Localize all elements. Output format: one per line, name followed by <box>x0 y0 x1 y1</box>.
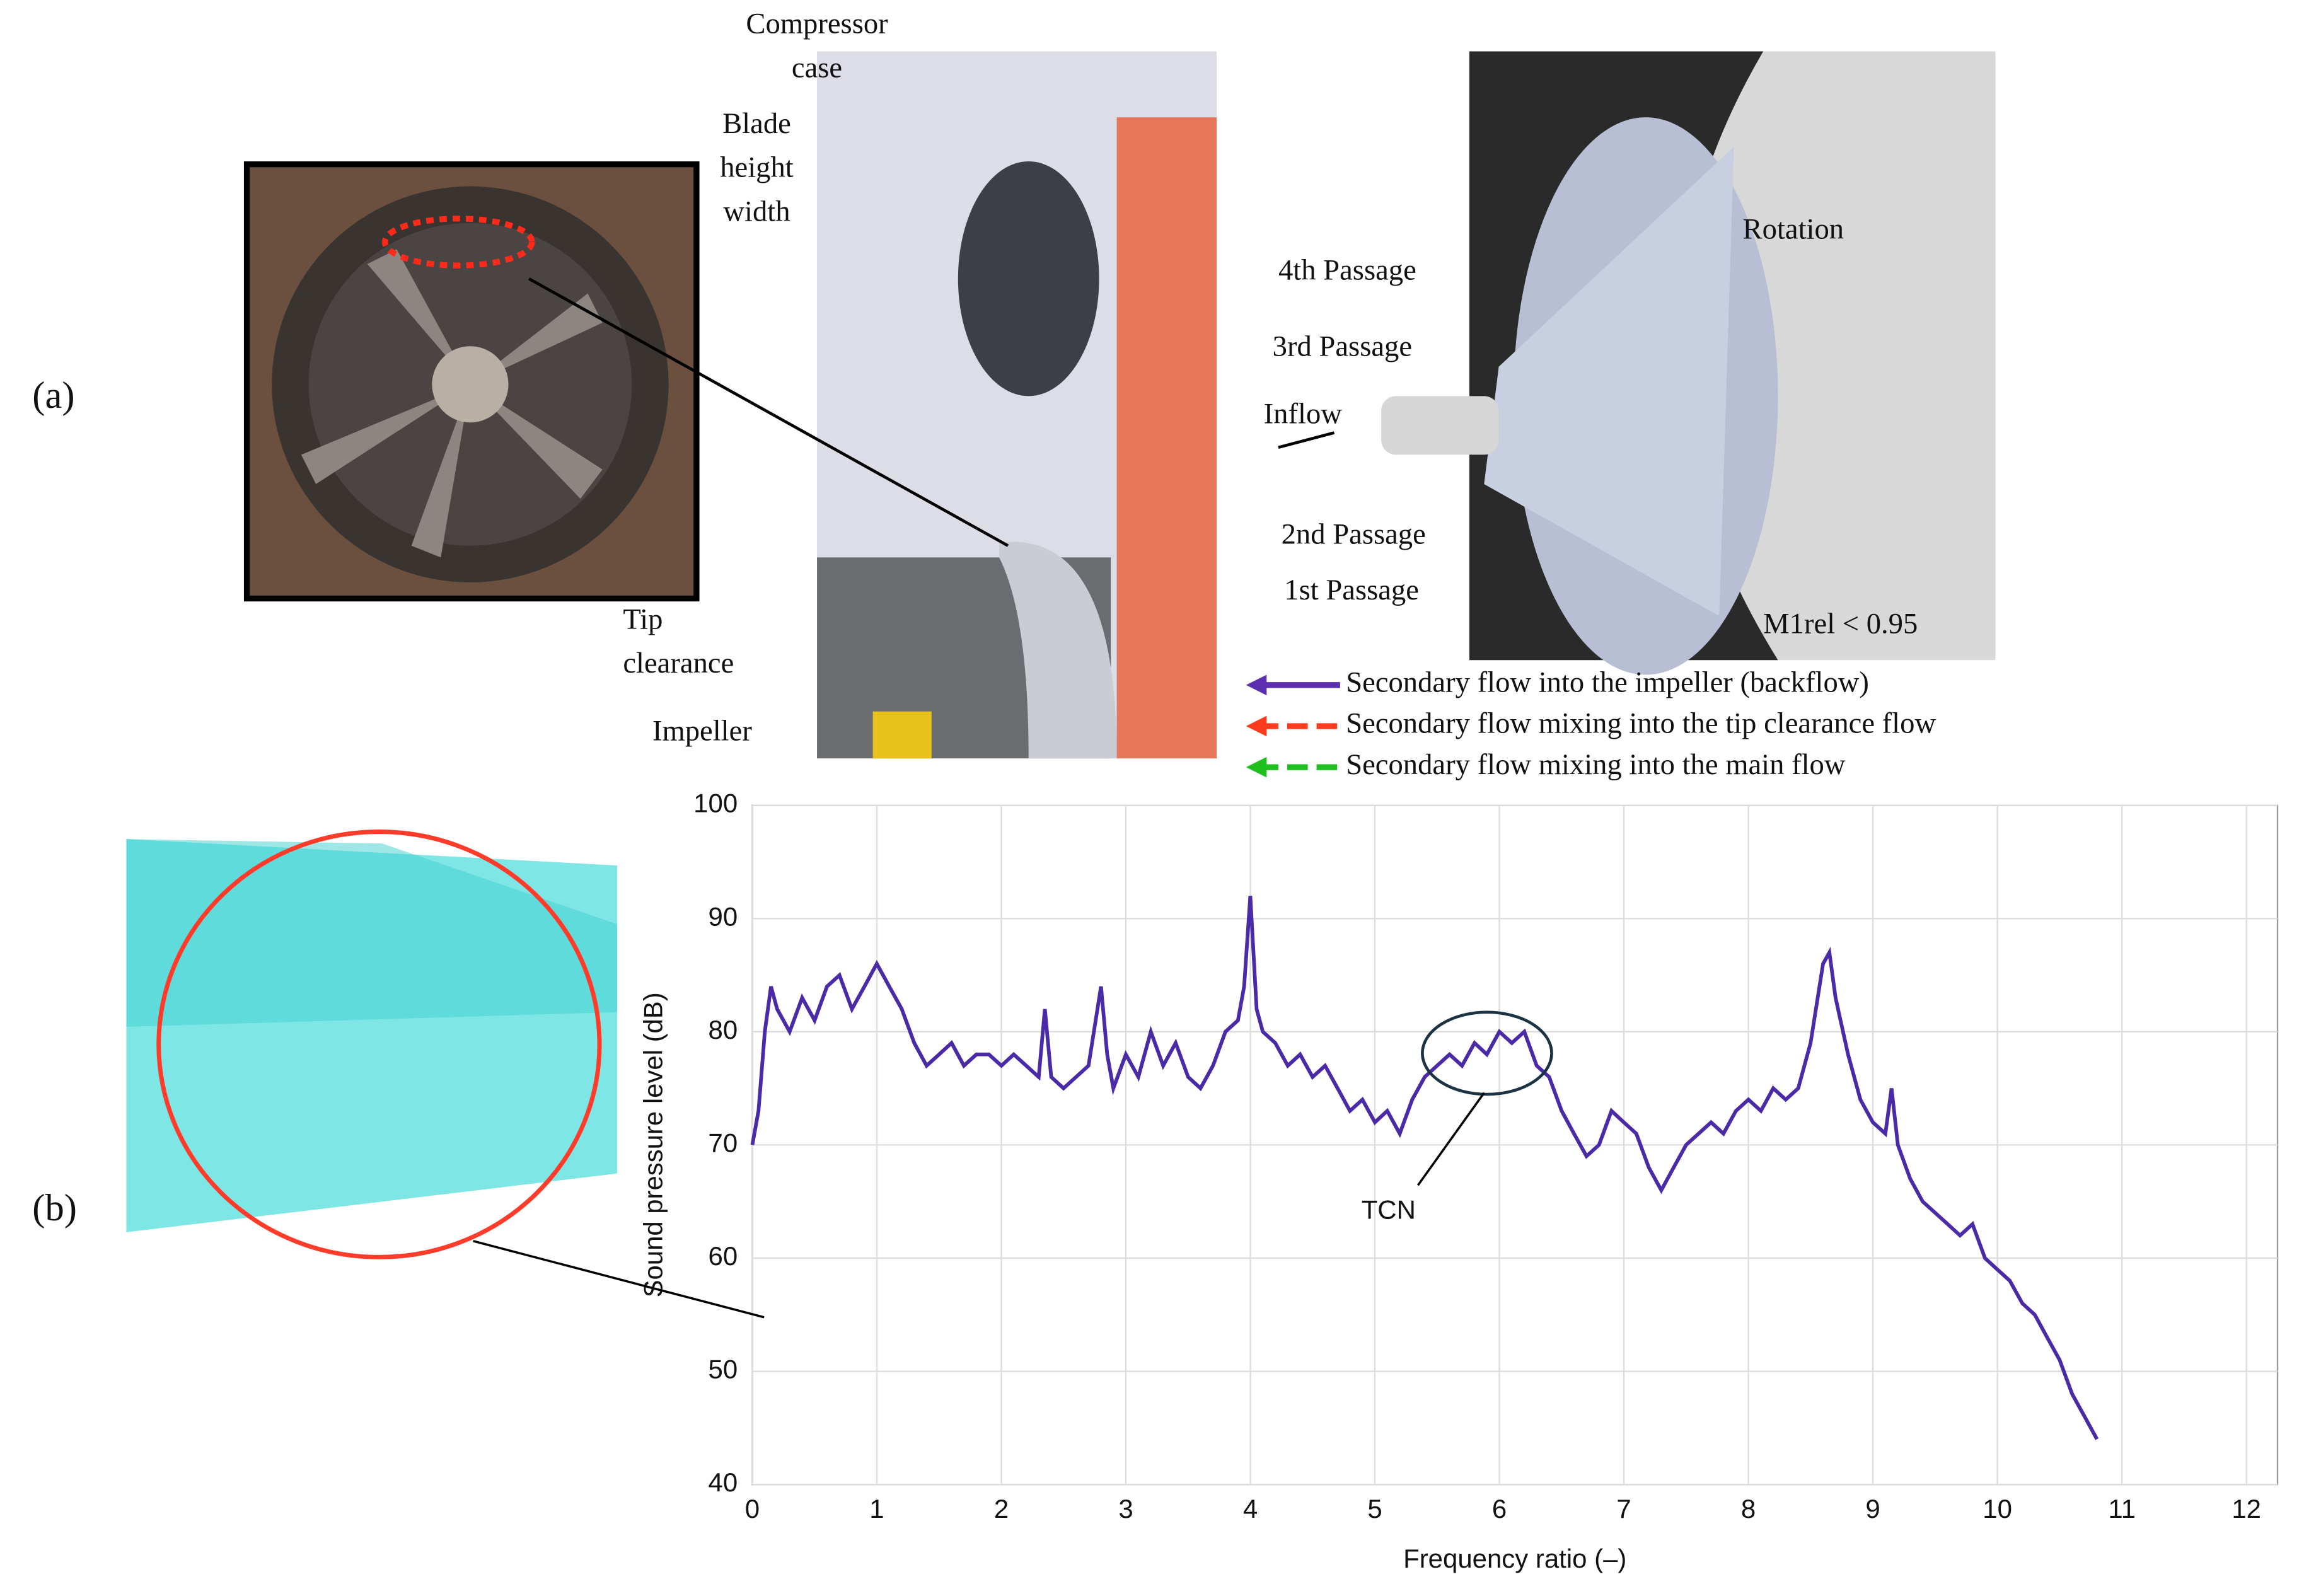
compressor-section <box>817 51 1217 759</box>
label: Rotation <box>1743 212 1844 245</box>
pointer-line <box>1416 1092 1485 1186</box>
inflow-arrow <box>1278 431 1335 449</box>
x-tick-label: 8 <box>1741 1494 1756 1524</box>
label: Impeller <box>652 714 752 747</box>
impeller-cad <box>1381 51 1996 675</box>
data-line <box>750 896 2099 1440</box>
tcn-ellipse <box>1421 1010 1553 1096</box>
label: 1st Passage <box>1284 574 1419 606</box>
y-tick-label: 80 <box>708 1015 738 1044</box>
legend-label: Secondary flow mixing into the main flow <box>1346 748 1846 781</box>
x-tick-label: 4 <box>1243 1494 1258 1524</box>
label: 2nd Passage <box>1282 518 1426 550</box>
label: height <box>720 151 794 184</box>
annotation: TCN <box>1362 1194 1416 1224</box>
label: width <box>723 195 790 228</box>
turbo-photo <box>243 161 700 602</box>
legend-arrowhead <box>1246 756 1267 778</box>
duct-picture <box>126 830 618 1259</box>
label: Compressor <box>746 8 888 40</box>
y-tick-label: 90 <box>708 901 738 931</box>
x-tick-label: 7 <box>1616 1494 1631 1524</box>
x-tick-label: 3 <box>1118 1494 1133 1524</box>
legend-label: Secondary flow into the impeller (backfl… <box>1346 666 1869 699</box>
label: 3rd Passage <box>1273 330 1412 363</box>
x-tick-label: 11 <box>2108 1494 2136 1524</box>
pointer-line <box>528 277 1009 547</box>
label: Blade <box>722 107 791 140</box>
label: Tip <box>623 603 663 635</box>
x-tick-label: 5 <box>1367 1494 1382 1524</box>
label: clearance <box>623 647 734 679</box>
legend-arrowhead <box>1246 674 1267 696</box>
x-tick-label: 2 <box>994 1494 1009 1524</box>
x-tick-label: 9 <box>1865 1494 1880 1524</box>
x-axis-label: Frequency ratio (–) <box>1403 1544 1626 1573</box>
x-tick-label: 6 <box>1492 1494 1507 1524</box>
label: M1rel < 0.95 <box>1763 607 1918 640</box>
y-tick-label: 70 <box>708 1128 738 1157</box>
y-tick-label: 50 <box>708 1355 738 1384</box>
legend-arrowhead <box>1246 715 1267 737</box>
x-tick-label: 12 <box>2232 1494 2261 1524</box>
x-tick-label: 10 <box>1983 1494 2012 1524</box>
label: Inflow <box>1264 398 1343 431</box>
legend-label: Secondary flow mixing into the tip clear… <box>1346 707 1936 740</box>
x-tick-label: 0 <box>745 1494 760 1524</box>
y-axis-label: Sound pressure level (dB) <box>639 992 668 1297</box>
x-tick-label: 1 <box>869 1494 884 1524</box>
pointer-line <box>473 1240 765 1319</box>
y-tick-label: 100 <box>693 789 738 818</box>
y-tick-label: 40 <box>708 1467 738 1497</box>
panel-label: (a) <box>32 374 74 417</box>
y-tick-label: 60 <box>708 1241 738 1271</box>
label: 4th Passage <box>1278 254 1416 287</box>
label: case <box>792 51 842 84</box>
panel-label: (b) <box>32 1187 77 1229</box>
